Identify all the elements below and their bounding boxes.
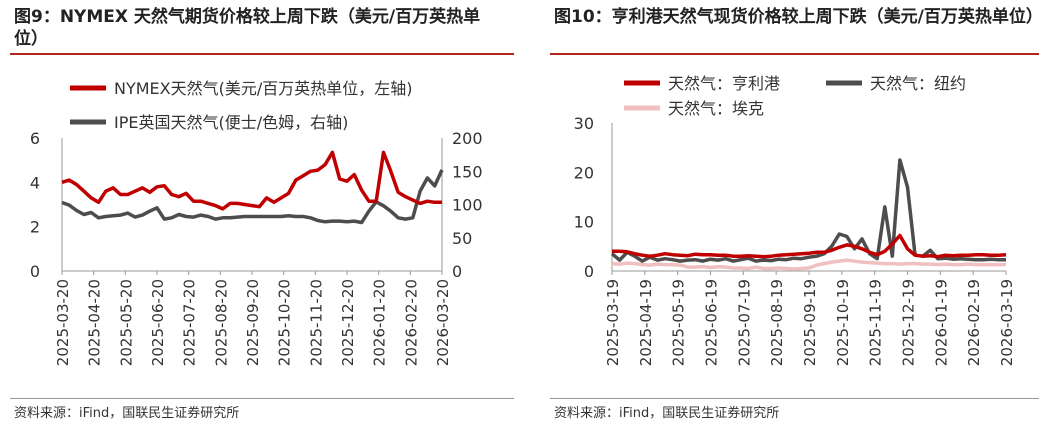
y-tick-label-left: 0 — [30, 262, 40, 281]
y-tick-label-right: 0 — [452, 262, 462, 281]
y-tick-label: 20 — [574, 163, 594, 182]
x-tick-label: 2025-04-20 — [86, 279, 104, 366]
x-tick-label: 2025-05-20 — [117, 279, 135, 366]
y-tick-label-left: 2 — [30, 218, 40, 237]
x-tick-label: 2025-03-20 — [54, 279, 72, 366]
x-tick-label: 2025-10-20 — [276, 279, 294, 366]
right-chart-panel: 图10：亨利港天然气现货价格较上周下跌（美元/百万英热单位） 天然气：亨利港 天然… — [540, 0, 1049, 425]
x-tick-label: 2025-11-20 — [307, 279, 325, 366]
source-note: 资料来源：iFind，国联民生证券研究所 — [554, 406, 780, 421]
x-tick-label: 2026-02-20 — [402, 279, 420, 366]
title-divider — [10, 53, 514, 55]
series-line — [611, 258, 1006, 271]
x-tick-label: 2025-09-20 — [244, 279, 262, 366]
source-note: 资料来源：iFind，国联民生证券研究所 — [14, 406, 240, 421]
legend-label: NYMEX天然气(美元/百万英热单位，左轴) — [114, 79, 413, 98]
x-tick-label: 2025-08-20 — [212, 279, 230, 366]
y-tick-label-left: 4 — [30, 173, 40, 192]
series-line — [612, 233, 1007, 259]
chart-title: 图10：亨利港天然气现货价格较上周下跌（美元/百万英热单位） — [554, 7, 1043, 27]
left-chart: NYMEX天然气(美元/百万英热单位，左轴) IPE英国天然气(便士/色姆，右轴)… — [30, 79, 483, 366]
x-tick-label: 2026-01-20 — [371, 279, 389, 366]
legend-label: 天然气：纽约 — [870, 74, 966, 93]
x-tick-label: 2025-10-19 — [834, 279, 852, 366]
x-tick-label: 2025-08-19 — [768, 279, 786, 366]
y-tick-label-right: 150 — [452, 162, 483, 181]
y-tick-label: 0 — [584, 262, 594, 281]
x-tick-label: 2025-09-19 — [801, 279, 819, 366]
x-tick-label: 2025-07-20 — [181, 279, 199, 366]
chart-title: 图9：NYMEX 天然气期货价格较上周下跌（美元/百万英热单位） — [14, 7, 481, 49]
y-tick-label: 10 — [574, 213, 594, 232]
x-tick-label: 2025-12-19 — [900, 279, 918, 366]
y-tick-label-left: 6 — [30, 129, 40, 148]
x-tick-label: 2025-06-19 — [703, 279, 721, 366]
x-tick-label: 2025-07-19 — [735, 279, 753, 366]
y-tick-label-right: 50 — [452, 229, 472, 248]
legend-label: 天然气：埃克 — [668, 99, 764, 118]
legend-label: IPE英国天然气(便士/色姆，右轴) — [114, 113, 348, 132]
series-line — [61, 150, 442, 211]
source-divider — [550, 398, 1039, 399]
x-tick-label: 2025-04-19 — [637, 279, 655, 366]
y-tick-label: 30 — [574, 114, 594, 133]
x-tick-label: 2026-01-19 — [932, 279, 950, 366]
x-tick-label: 2025-06-20 — [149, 279, 167, 366]
x-tick-label: 2026-02-19 — [965, 279, 983, 366]
source-divider — [10, 398, 514, 399]
x-tick-label: 2025-05-19 — [670, 279, 688, 366]
title-divider — [550, 53, 1039, 55]
left-chart-panel: 图9：NYMEX 天然气期货价格较上周下跌（美元/百万英热单位） NYMEX天然… — [0, 0, 524, 425]
x-tick-label: 2026-03-19 — [998, 279, 1016, 366]
series-line — [61, 169, 444, 225]
x-tick-label: 2025-03-19 — [604, 279, 622, 366]
y-tick-label-right: 200 — [452, 129, 483, 148]
legend-label: 天然气：亨利港 — [668, 74, 780, 93]
x-tick-label: 2026-03-20 — [434, 279, 452, 366]
y-tick-label-right: 100 — [452, 196, 483, 215]
x-tick-label: 2025-12-20 — [339, 279, 357, 366]
x-tick-label: 2025-11-19 — [867, 279, 885, 366]
series-line — [610, 158, 1006, 263]
